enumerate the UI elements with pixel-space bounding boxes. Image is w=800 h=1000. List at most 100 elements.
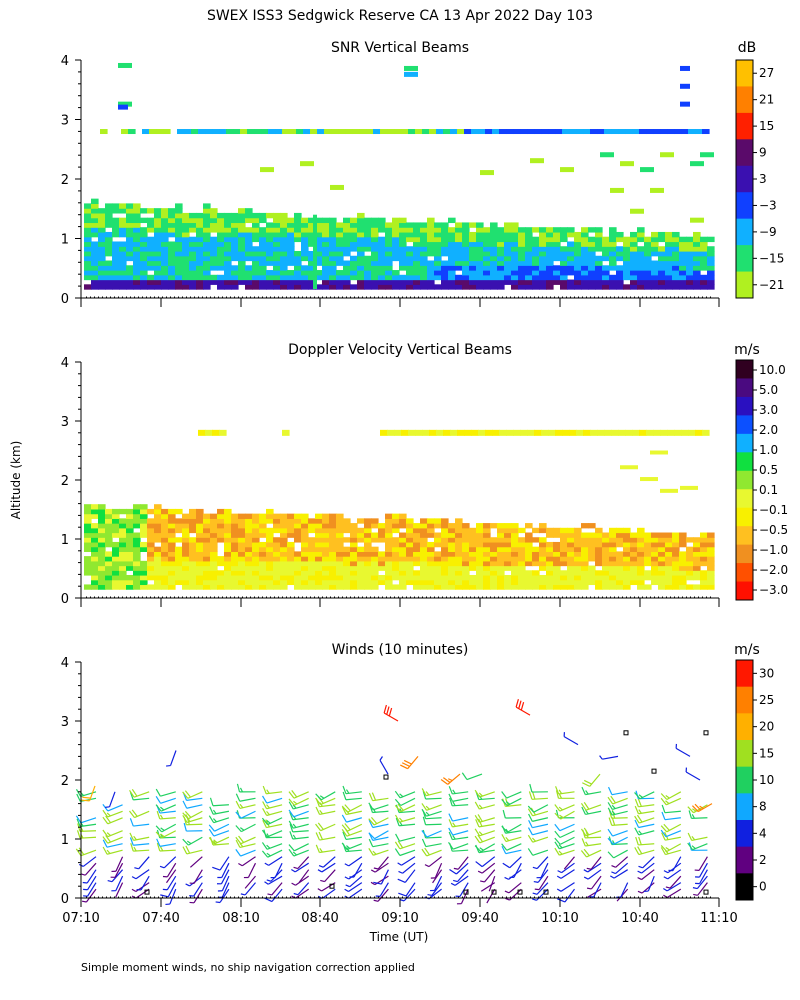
snr-cell xyxy=(105,279,113,285)
doppler-cell xyxy=(343,551,351,557)
snr-cell xyxy=(126,274,134,281)
wind-barb-flag xyxy=(341,828,348,837)
snr-cell xyxy=(434,265,442,271)
doppler-cell xyxy=(231,537,239,543)
doppler-cell xyxy=(665,574,673,581)
snr-cell xyxy=(322,236,330,243)
doppler-cell xyxy=(224,518,232,524)
doppler-cell xyxy=(518,574,526,581)
doppler-cell xyxy=(511,527,519,534)
snr-cell xyxy=(336,279,344,285)
snr-cell xyxy=(525,246,533,252)
doppler-cell xyxy=(91,579,99,586)
snr-layer-cell xyxy=(681,129,689,135)
snr-cell xyxy=(693,231,701,238)
snr-cell xyxy=(168,241,176,247)
snr-cell xyxy=(693,236,701,243)
snr-cell xyxy=(497,250,505,257)
wind-barb-flag xyxy=(156,810,161,820)
snr-cell xyxy=(483,250,491,257)
wind-barb-staff xyxy=(115,875,124,891)
wind-barb-flag xyxy=(555,786,560,795)
snr-cell xyxy=(98,231,106,238)
doppler-cell xyxy=(308,565,316,571)
doppler-cell xyxy=(147,560,155,567)
snr-cell xyxy=(245,208,253,214)
doppler-cell xyxy=(518,551,526,557)
wind-barb-flag xyxy=(130,843,134,852)
doppler-cell xyxy=(119,527,127,534)
doppler-cell xyxy=(672,546,680,552)
doppler-cell xyxy=(574,556,582,562)
snr-cell xyxy=(371,231,379,238)
snr-cell xyxy=(574,279,582,285)
colorbar-unit: m/s xyxy=(734,642,760,658)
snr-cell xyxy=(91,255,99,262)
snr-cell xyxy=(175,279,183,285)
doppler-cell xyxy=(98,508,106,515)
snr-cell xyxy=(420,260,428,266)
doppler-cell xyxy=(350,541,358,548)
doppler-cell xyxy=(581,579,589,586)
snr-cell xyxy=(490,222,498,228)
snr-cell xyxy=(175,265,183,271)
snr-cell xyxy=(168,250,176,257)
doppler-cell xyxy=(455,551,463,557)
doppler-cell xyxy=(378,532,386,538)
snr-cell xyxy=(133,284,141,290)
doppler-cell xyxy=(203,532,211,538)
snr-cell xyxy=(420,265,428,271)
snr-cell xyxy=(427,236,435,243)
wind-barb-flag xyxy=(266,789,270,794)
snr-cell xyxy=(539,255,547,262)
wind-barb-flag xyxy=(638,794,643,798)
wind-barb-flag xyxy=(394,814,401,823)
snr-cell xyxy=(126,255,134,262)
doppler-layer-cell xyxy=(436,429,444,436)
snr-cell xyxy=(553,227,561,233)
wind-barb-flag xyxy=(663,823,670,831)
snr-cell xyxy=(483,274,491,281)
snr-cell xyxy=(511,241,519,247)
doppler-cell xyxy=(462,584,470,590)
doppler-cell xyxy=(406,537,414,543)
wind-barb-staff xyxy=(324,869,336,882)
snr-cell xyxy=(119,270,127,276)
doppler-cell xyxy=(399,574,407,581)
snr-cell xyxy=(686,246,694,252)
snr-cell xyxy=(616,246,624,252)
wind-barb-flag xyxy=(583,869,588,873)
wind-barb-staff xyxy=(532,849,549,856)
snr-cell xyxy=(644,270,652,276)
y-tick-label: 0 xyxy=(61,592,69,607)
doppler-cell xyxy=(511,556,519,562)
doppler-cell xyxy=(665,551,673,557)
doppler-cell xyxy=(539,537,547,543)
doppler-cell xyxy=(637,579,645,586)
snr-cell xyxy=(392,270,400,276)
wind-barb-flag xyxy=(292,834,297,839)
snr-cell xyxy=(301,284,309,290)
snr-cell xyxy=(308,222,316,228)
x-tick-label: 08:40 xyxy=(301,911,338,926)
snr-cell xyxy=(609,284,617,290)
doppler-cell xyxy=(469,532,477,538)
doppler-cell xyxy=(462,527,470,534)
snr-cell xyxy=(420,279,428,285)
doppler-cell xyxy=(308,537,316,543)
doppler-cell xyxy=(154,513,162,519)
doppler-cell xyxy=(287,518,295,524)
doppler-cell xyxy=(252,532,260,538)
doppler-cell xyxy=(413,541,421,548)
colorbar-swatch xyxy=(736,470,753,490)
wind-barb-flag xyxy=(637,798,642,807)
doppler-cell xyxy=(483,523,491,529)
snr-cell xyxy=(581,265,589,271)
snr-cell xyxy=(294,279,302,285)
snr-layer-cell xyxy=(156,129,164,135)
snr-cell xyxy=(336,255,344,262)
snr-cell xyxy=(287,236,295,243)
doppler-cell xyxy=(399,584,407,590)
snr-cell xyxy=(476,250,484,257)
snr-layer-cell xyxy=(394,129,402,135)
